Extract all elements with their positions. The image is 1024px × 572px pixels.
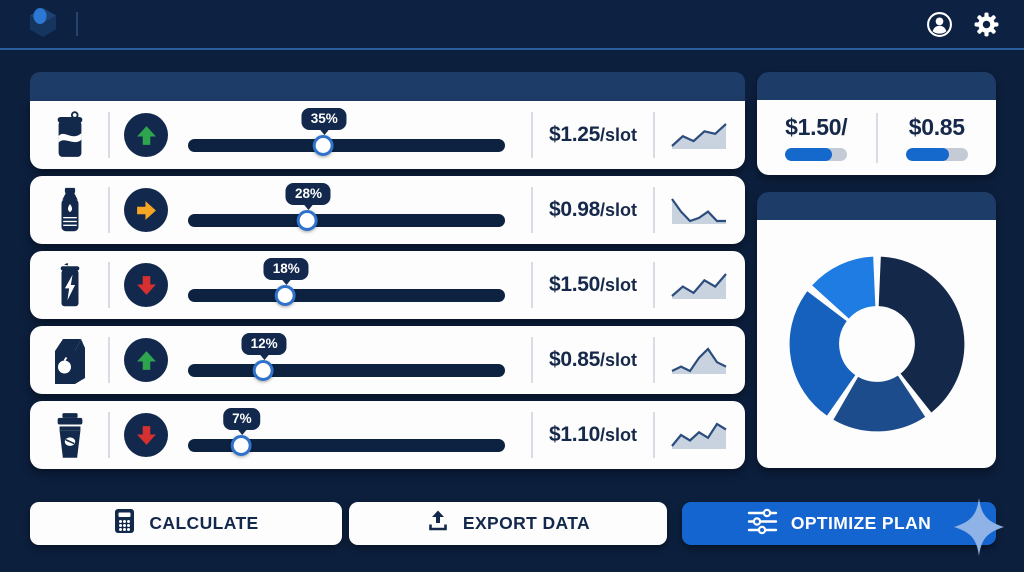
topbar — [0, 0, 1024, 50]
slider-handle[interactable] — [297, 210, 319, 231]
sparkline-chart — [671, 347, 727, 374]
coffee-cup-icon — [42, 409, 98, 461]
slider-handle[interactable] — [312, 135, 334, 156]
row-divider — [653, 337, 655, 383]
export-data-button[interactable]: EXPORT DATA — [349, 502, 667, 545]
upload-icon — [426, 509, 450, 538]
calculate-label: CALCULATE — [149, 513, 259, 533]
slider-handle[interactable] — [274, 285, 296, 306]
trend-down-arrow-icon — [124, 263, 168, 307]
slider-track[interactable] — [188, 289, 505, 302]
price-per-slot: $1.50/slot — [548, 273, 638, 296]
product-row: 12% $0.85/slot — [30, 326, 745, 394]
trend-down-arrow-icon — [124, 413, 168, 457]
energy-drink-icon — [42, 258, 98, 312]
row-divider — [653, 112, 655, 158]
juice-carton-icon — [42, 334, 98, 386]
product-row: 35% $1.25/slot — [30, 101, 745, 169]
row-divider — [653, 262, 655, 308]
trend-up-arrow-icon — [124, 113, 168, 157]
price-per-slot: $0.98/slot — [548, 198, 638, 221]
sparkline-chart — [671, 273, 727, 299]
stock-slider[interactable]: 12% — [188, 326, 505, 394]
water-bottle-icon — [42, 183, 98, 237]
summary-header-band — [757, 72, 996, 100]
summary-right-item: $0.85 — [878, 114, 997, 161]
calculate-button[interactable]: CALCULATE — [30, 502, 342, 545]
export-data-label: EXPORT DATA — [462, 513, 591, 533]
row-divider — [531, 187, 533, 233]
allocation-donut-card — [757, 192, 996, 468]
row-divider — [531, 262, 533, 308]
app-logo-icon — [26, 5, 60, 44]
product-row: 7% $1.10/slot — [30, 401, 745, 469]
summary-left-progress — [785, 148, 848, 161]
slider-track[interactable] — [188, 439, 505, 452]
price-per-slot: $0.85/slot — [548, 348, 638, 371]
calculator-icon — [113, 508, 136, 539]
optimize-plan-label: OPTIMIZE PLAN — [790, 513, 932, 533]
soda-can-icon — [42, 109, 98, 161]
slider-handle[interactable] — [230, 435, 252, 456]
price-summary-card: $1.50/ $0.85 — [757, 72, 996, 175]
summary-right-price: $0.85 — [908, 114, 965, 140]
summary-divider — [875, 112, 878, 163]
row-divider — [531, 112, 533, 158]
row-divider — [653, 187, 655, 233]
price-per-slot: $1.25/slot — [548, 123, 638, 146]
action-bar: CALCULATE EXPORT DATA — [0, 498, 1024, 556]
row-divider — [108, 337, 110, 383]
optimize-plan-button[interactable]: OPTIMIZE PLAN — [682, 498, 1004, 556]
percent-badge: 18% — [263, 258, 309, 280]
row-divider — [653, 412, 655, 458]
product-row: 28% $0.98/slot — [30, 176, 745, 244]
slider-track[interactable] — [188, 214, 505, 227]
stock-slider[interactable]: 35% — [188, 101, 505, 169]
product-list-panel: 35% $1.25/slot 28% $0.98/slot 18% — [30, 72, 745, 469]
row-divider — [531, 412, 533, 458]
stock-slider[interactable]: 18% — [188, 251, 505, 319]
user-profile-icon[interactable] — [926, 11, 953, 38]
donut-header-band — [757, 192, 996, 220]
slider-track[interactable] — [188, 364, 505, 377]
stock-slider[interactable]: 7% — [188, 401, 505, 469]
donut-chart — [789, 256, 964, 432]
sparkline-chart — [671, 198, 726, 224]
sliders-icon — [747, 508, 778, 540]
slider-handle[interactable] — [252, 360, 274, 381]
percent-badge: 7% — [223, 408, 261, 430]
settings-gear-icon[interactable] — [973, 11, 1000, 38]
summary-left-item: $1.50/ — [757, 114, 876, 161]
sparkle-icon — [950, 496, 1008, 563]
trend-flat-arrow-icon — [124, 188, 168, 232]
stock-slider[interactable]: 28% — [188, 176, 505, 244]
summary-left-price: $1.50/ — [785, 114, 848, 140]
percent-badge: 12% — [241, 333, 287, 355]
sparkline-chart — [671, 422, 727, 449]
trend-up-arrow-icon — [124, 338, 168, 382]
row-divider — [108, 262, 110, 308]
sparkline-chart — [671, 123, 727, 149]
price-per-slot: $1.10/slot — [548, 423, 638, 446]
topbar-divider — [76, 12, 78, 36]
percent-badge: 28% — [285, 183, 331, 205]
percent-badge: 35% — [301, 108, 347, 130]
row-divider — [108, 112, 110, 158]
panel-header-band — [30, 72, 745, 101]
product-row: 18% $1.50/slot — [30, 251, 745, 319]
row-divider — [531, 337, 533, 383]
row-divider — [108, 187, 110, 233]
summary-right-progress — [905, 148, 968, 161]
slider-track[interactable] — [188, 139, 505, 152]
row-divider — [108, 412, 110, 458]
summary-column: $1.50/ $0.85 — [757, 72, 996, 469]
